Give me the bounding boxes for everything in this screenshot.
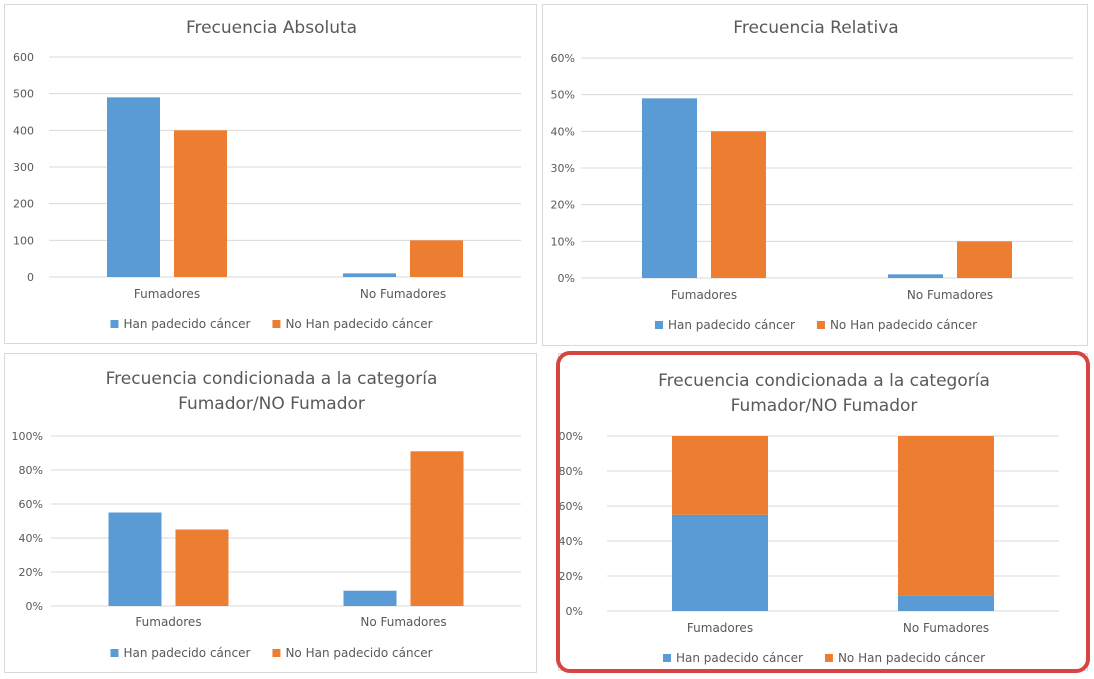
y-tick-label: 60%	[551, 52, 575, 65]
y-tick-label: 400	[13, 124, 34, 137]
chart-absolute-svg: Frecuencia Absoluta 0 100 200 300 400 500 600 Fu…	[13, 18, 521, 331]
y-tick-label: 0%	[566, 605, 583, 618]
y-tick-label: 40%	[559, 535, 583, 548]
y-tick-label: 0%	[558, 272, 575, 285]
legend: Han padecido cáncer No Han padecido cánce…	[110, 317, 433, 331]
category-label: No Fumadores	[903, 621, 989, 635]
chart-conditional-clustered-svg: Frecuencia condicionada a la categoría Fu…	[12, 369, 521, 660]
y-tick-label: 80%	[559, 465, 583, 478]
legend-swatch	[824, 654, 833, 662]
y-tick-label: 100	[13, 234, 34, 247]
y-tick-label: 60%	[19, 498, 43, 511]
legend-swatch	[110, 649, 119, 657]
legend: Han padecido cáncer No Han padecido cánce…	[110, 646, 433, 660]
bar-han-padecido	[108, 512, 162, 606]
chart-title-line: Frecuencia Relativa	[733, 18, 898, 38]
y-tick-label: 30%	[551, 162, 575, 175]
legend-swatch	[110, 320, 119, 328]
bar-no-han-padecido	[672, 436, 768, 515]
y-tick-label: 200	[13, 198, 34, 211]
legend-label: No Han padecido cáncer	[830, 318, 977, 332]
y-tick-label: 0	[27, 271, 34, 284]
category-label: Fumadores	[687, 621, 753, 635]
y-tick-label: 40%	[551, 125, 575, 138]
chart-title-line: Frecuencia Absoluta	[186, 18, 357, 38]
bar-no-han-padecido	[898, 436, 994, 596]
legend: Han padecido cáncer No Han padecido cánce…	[654, 318, 977, 332]
bar-han-padecido	[898, 595, 994, 611]
bar-han-padecido	[107, 97, 160, 277]
chart-panel-absolute: Frecuencia Absoluta 0 100 200 300 400 500 600 Fu…	[4, 4, 537, 344]
legend-label: Han padecido cáncer	[123, 646, 250, 660]
bar-no-han-padecido	[410, 240, 463, 277]
legend-swatch	[272, 320, 281, 328]
y-tick-label: 20%	[551, 199, 575, 212]
y-tick-label: 600	[13, 51, 34, 64]
bar-han-padecido	[343, 273, 396, 277]
bar-no-han-padecido	[410, 451, 464, 606]
bar-han-padecido	[672, 514, 768, 611]
y-tick-label: 60%	[559, 500, 583, 513]
chart-panel-conditional-clustered: Frecuencia condicionada a la categoría Fu…	[4, 353, 537, 673]
y-tick-label: 20%	[19, 566, 43, 579]
y-tick-label: 0%	[26, 600, 43, 613]
bar-han-padecido	[343, 590, 397, 606]
bar-no-han-padecido	[711, 131, 766, 278]
bar-no-han-padecido	[174, 130, 227, 277]
bar-han-padecido	[642, 98, 697, 278]
y-tick-label: 10%	[551, 235, 575, 248]
category-label: Fumadores	[671, 288, 737, 302]
chart-panel-relative: Frecuencia Relativa 0% 10% 20% 30% 40% 50% 60% F…	[542, 4, 1088, 346]
y-tick-label: 80%	[19, 464, 43, 477]
category-label: No Fumadores	[360, 287, 446, 301]
chart-relative-svg: Frecuencia Relativa 0% 10% 20% 30% 40% 50% 60% F…	[551, 18, 1073, 332]
legend-swatch	[816, 321, 825, 329]
category-label: No Fumadores	[907, 288, 993, 302]
chart-conditional-stacked-svg: Frecuencia condicionada a la categoría Fu…	[559, 371, 1059, 665]
category-label: Fumadores	[134, 287, 200, 301]
y-tick-label: 500	[13, 88, 34, 101]
legend-swatch	[654, 321, 663, 329]
legend-label: Han padecido cáncer	[668, 318, 795, 332]
bar-no-han-padecido	[957, 241, 1012, 278]
y-tick-label: 50%	[551, 89, 575, 102]
category-label: No Fumadores	[360, 615, 446, 629]
category-label: Fumadores	[135, 615, 201, 629]
legend-label: No Han padecido cáncer	[285, 317, 432, 331]
legend-swatch	[272, 649, 281, 657]
legend-label: Han padecido cáncer	[123, 317, 250, 331]
legend: Han padecido cáncer No Han padecido cánce…	[662, 651, 985, 665]
chart-title-line: Frecuencia condicionada a la categoría	[106, 369, 438, 389]
y-tick-label: 100%	[559, 430, 583, 443]
chart-title-line: Fumador/NO Fumador	[731, 396, 918, 416]
legend-label: No Han padecido cáncer	[838, 651, 985, 665]
legend-swatch	[662, 654, 671, 662]
chart-title-line: Fumador/NO Fumador	[178, 394, 365, 414]
bar-no-han-padecido	[175, 529, 229, 606]
legend-label: Han padecido cáncer	[676, 651, 803, 665]
y-tick-label: 100%	[12, 430, 43, 443]
legend-label: No Han padecido cáncer	[285, 646, 432, 660]
y-tick-label: 20%	[559, 570, 583, 583]
chart-title-line: Frecuencia condicionada a la categoría	[658, 371, 990, 391]
y-tick-label: 300	[13, 161, 34, 174]
chart-panel-conditional-stacked: Frecuencia condicionada a la categoría Fu…	[558, 353, 1088, 671]
y-tick-label: 40%	[19, 532, 43, 545]
bar-han-padecido	[888, 274, 943, 278]
